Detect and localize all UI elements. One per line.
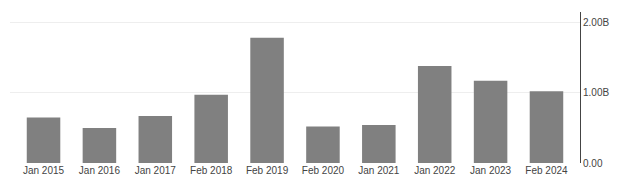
svg-text:1.00B: 1.00B	[583, 87, 609, 98]
svg-text:Feb 2019: Feb 2019	[246, 165, 289, 176]
svg-text:Feb 2024: Feb 2024	[525, 165, 568, 176]
svg-text:2.00B: 2.00B	[583, 17, 609, 28]
svg-text:Jan 2022: Jan 2022	[414, 165, 456, 176]
svg-text:Jan 2017: Jan 2017	[135, 165, 177, 176]
svg-text:Jan 2021: Jan 2021	[358, 165, 400, 176]
svg-text:Jan 2016: Jan 2016	[79, 165, 121, 176]
svg-text:Feb 2020: Feb 2020	[302, 165, 345, 176]
svg-text:0.00: 0.00	[583, 158, 603, 169]
svg-text:Feb 2018: Feb 2018	[190, 165, 233, 176]
svg-text:Jan 2023: Jan 2023	[470, 165, 512, 176]
svg-text:Jan 2015: Jan 2015	[23, 165, 65, 176]
